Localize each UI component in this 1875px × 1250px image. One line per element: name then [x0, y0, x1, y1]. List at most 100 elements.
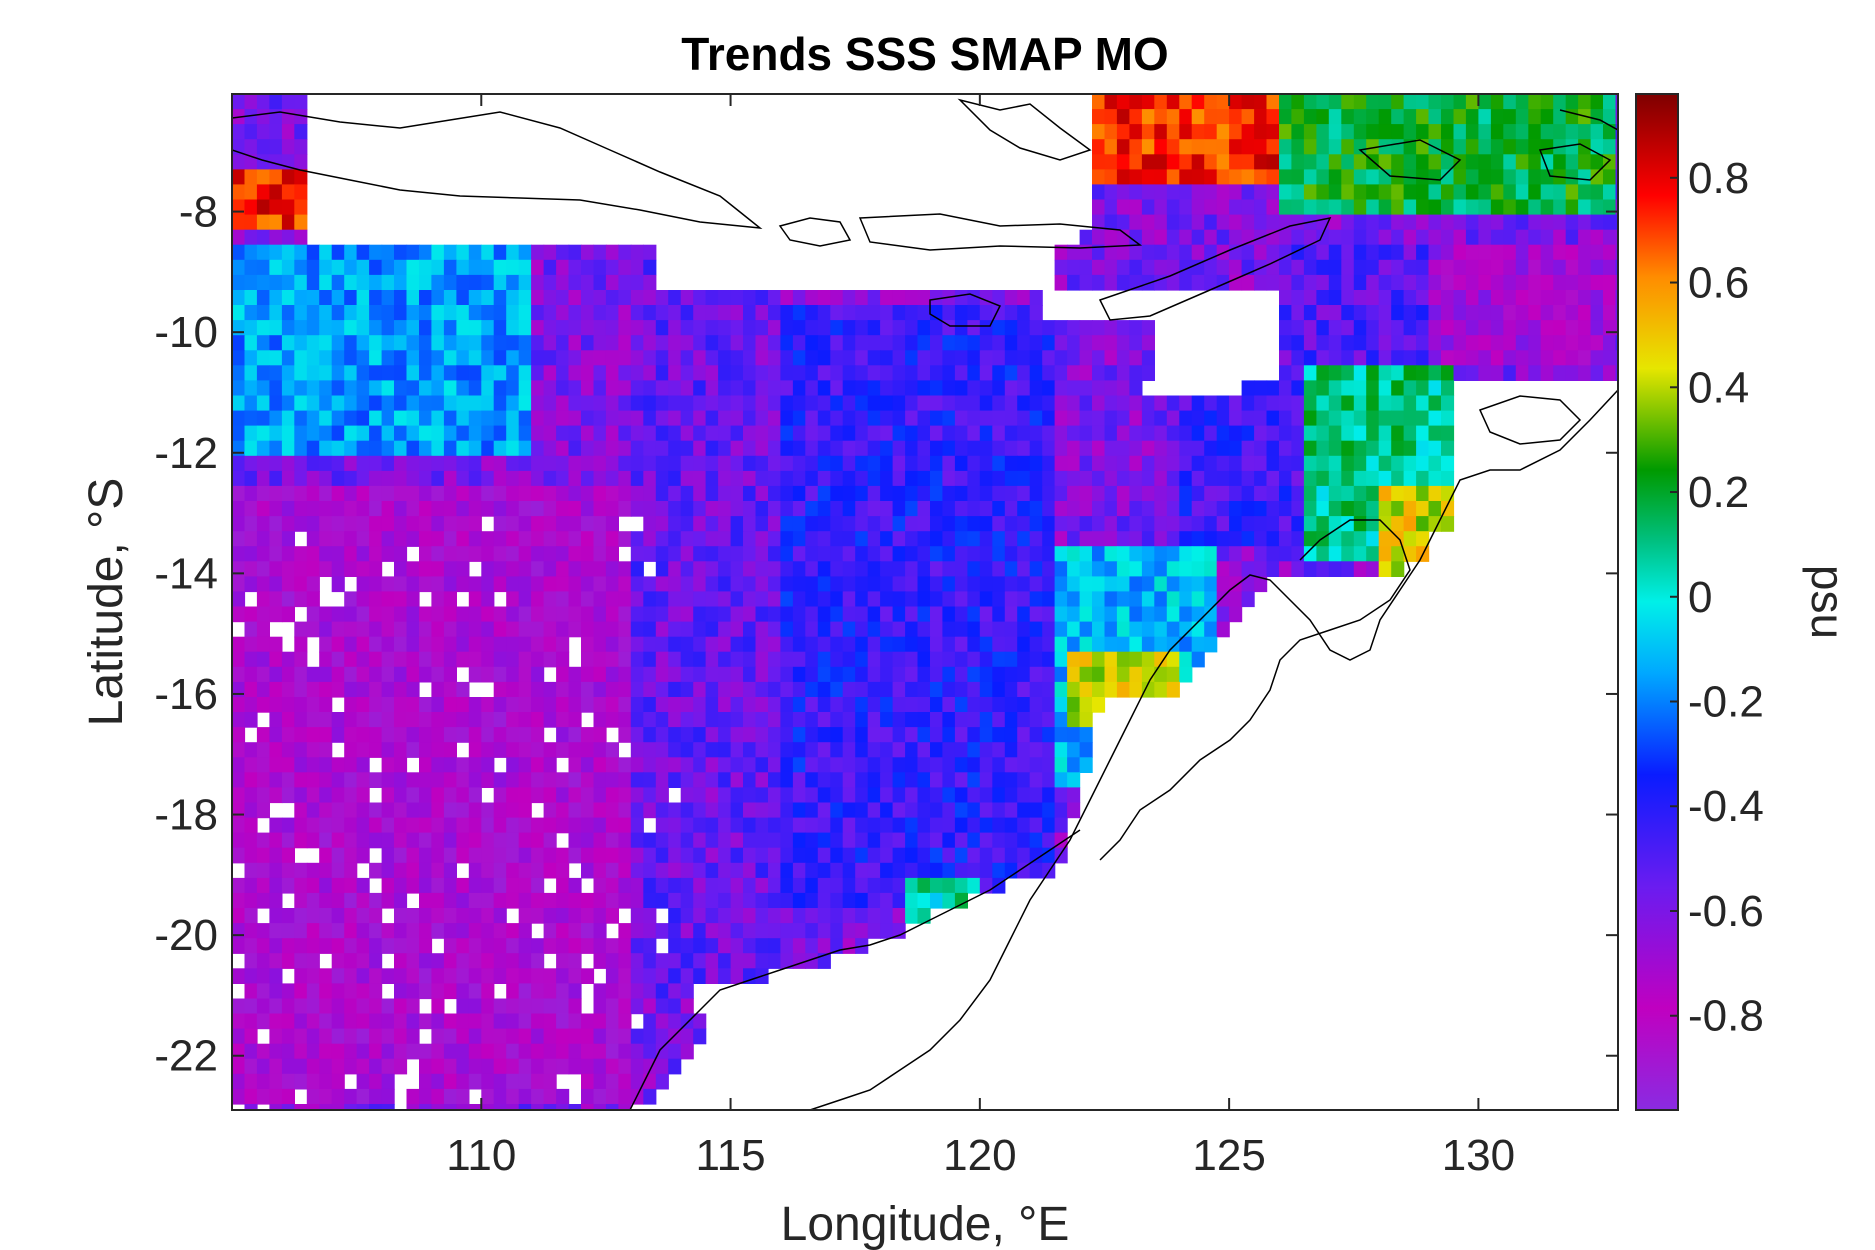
trend-cell: [1042, 410, 1056, 427]
trend-cell: [581, 1058, 595, 1075]
trend-cell: [1279, 350, 1293, 366]
trend-cell: [1578, 274, 1592, 291]
trend-cell: [1129, 621, 1143, 638]
trend-cell: [1079, 425, 1093, 442]
trend-cell: [880, 636, 894, 653]
trend-cell: [1067, 651, 1081, 668]
trend-cell: [805, 953, 819, 969]
trend-cell: [331, 1043, 345, 1060]
trend-cell: [1154, 546, 1168, 562]
trend-cell: [369, 410, 383, 427]
trend-cell: [618, 802, 632, 819]
trend-cell: [531, 847, 545, 864]
trend-cell: [294, 802, 308, 819]
trend-cell: [419, 531, 433, 547]
trend-cell: [531, 968, 545, 984]
trend-cell: [1191, 455, 1205, 472]
trend-cell: [917, 621, 931, 638]
trend-cell: [743, 365, 757, 381]
trend-cell: [780, 666, 794, 683]
trend-cell: [605, 953, 619, 969]
trend-cell: [780, 697, 794, 713]
trend-cell: [1129, 380, 1143, 397]
trend-cell: [743, 591, 757, 608]
trend-cell: [1316, 470, 1330, 487]
trend-cell: [730, 666, 744, 683]
trend-cell: [394, 561, 408, 577]
trend-cell: [730, 908, 744, 924]
trend-cell: [1191, 591, 1205, 608]
trend-cell: [1004, 440, 1018, 457]
trend-cell: [568, 953, 582, 969]
trend-cell: [431, 877, 445, 894]
trend-cell: [905, 636, 919, 653]
trend-cell: [1391, 365, 1405, 381]
trend-cell: [543, 591, 557, 608]
trend-cell: [281, 757, 295, 773]
trend-cell: [917, 877, 931, 894]
trend-cell: [979, 485, 993, 502]
trend-cell: [531, 998, 545, 1015]
trend-cell: [431, 681, 445, 698]
trend-cell: [593, 621, 607, 638]
trend-cell: [269, 320, 283, 336]
trend-cell: [456, 998, 470, 1015]
trend-cell: [855, 485, 869, 502]
trend-cell: [992, 516, 1006, 532]
trend-cell: [306, 485, 320, 502]
trend-cell: [1179, 606, 1193, 623]
trend-cell: [456, 305, 470, 321]
trend-cell: [1553, 305, 1567, 321]
trend-cell: [581, 1073, 595, 1090]
trend-cell: [506, 546, 520, 562]
trend-cell: [930, 591, 944, 608]
trend-cell: [755, 501, 769, 517]
trend-cell: [331, 410, 345, 427]
trend-cell: [1303, 350, 1317, 366]
trend-cell: [1141, 365, 1155, 381]
trend-cell: [232, 440, 246, 457]
trend-cell: [668, 712, 682, 728]
trend-cell: [892, 455, 906, 472]
trend-cell: [531, 1028, 545, 1045]
trend-cell: [518, 380, 532, 397]
trend-cell: [319, 274, 333, 291]
trend-cell: [394, 636, 408, 653]
trend-cell: [581, 516, 595, 532]
trend-cell: [581, 847, 595, 864]
trend-cell: [419, 757, 433, 773]
trend-cell: [1079, 666, 1093, 683]
trend-cell: [1204, 576, 1218, 593]
trend-cell: [817, 697, 831, 713]
trend-cell: [244, 606, 258, 623]
trend-cell: [593, 787, 607, 804]
trend-cell: [481, 1073, 495, 1090]
trend-cell: [1478, 320, 1492, 336]
trend-cell: [518, 862, 532, 879]
trend-cell: [830, 757, 844, 773]
trend-cell: [431, 666, 445, 683]
trend-cell: [743, 742, 757, 758]
trend-cell: [668, 892, 682, 909]
trend-cell: [618, 621, 632, 638]
trend-cell: [232, 184, 246, 201]
trend-cell: [1316, 516, 1330, 532]
trend-cell: [817, 591, 831, 608]
trend-cell: [792, 757, 806, 773]
trend-cell: [344, 908, 358, 924]
trend-cell: [830, 591, 844, 608]
trend-cell: [568, 501, 582, 517]
trend-cell: [942, 892, 956, 909]
trend-cell: [431, 787, 445, 804]
trend-cell: [817, 742, 831, 758]
trend-cell: [419, 983, 433, 1000]
trend-cell: [867, 772, 881, 788]
trend-cell: [768, 727, 782, 743]
trend-cell: [568, 1104, 582, 1110]
trend-cell: [556, 546, 570, 562]
trend-cell: [1341, 455, 1355, 472]
trend-cell: [331, 320, 345, 336]
trend-cell: [419, 802, 433, 819]
trend-cell: [655, 953, 669, 969]
trend-cell: [269, 1058, 283, 1075]
